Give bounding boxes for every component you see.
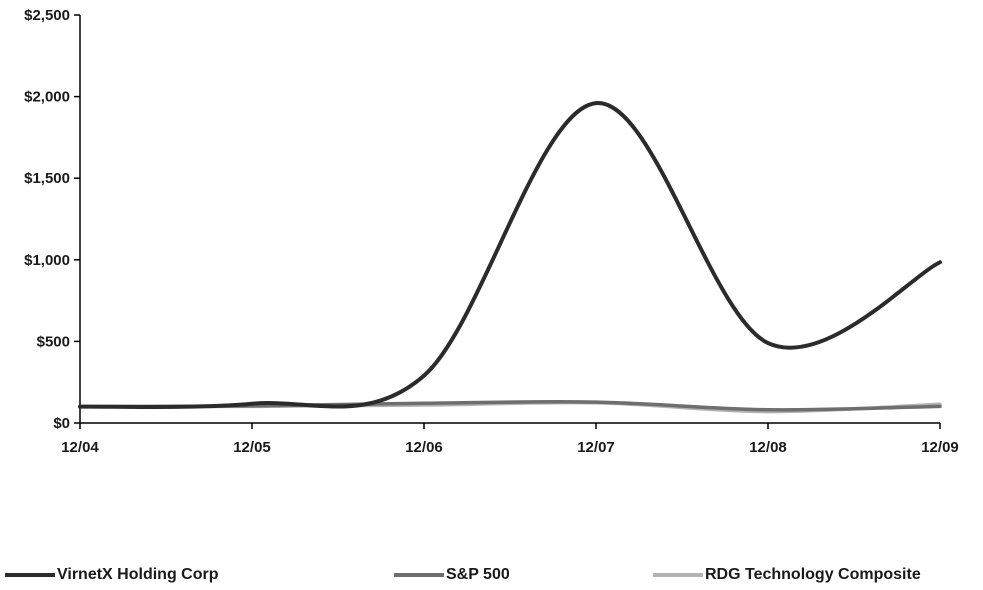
- y-tick-label: $500: [37, 333, 70, 350]
- x-tick-label: 12/08: [749, 439, 787, 456]
- y-tick-label: $2,500: [24, 7, 70, 24]
- legend-item-virnetx: VirnetX Holding Corp: [5, 564, 218, 586]
- legend-item-rdg: RDG Technology Composite: [653, 564, 921, 586]
- legend-item-sp500: S&P 500: [394, 564, 510, 586]
- x-tick-label: 12/06: [405, 439, 443, 456]
- legend: VirnetX Holding Corp S&P 500 RDG Technol…: [0, 564, 983, 586]
- legend-label-rdg: RDG Technology Composite: [705, 566, 921, 584]
- series-line-0: [80, 103, 940, 407]
- legend-swatch-rdg: [653, 573, 703, 577]
- y-tick-label: $1,000: [24, 252, 70, 269]
- y-tick-label: $0: [53, 415, 70, 432]
- legend-label-sp500: S&P 500: [446, 566, 510, 584]
- y-axis: $0 $500 $1,000 $1,500 $2,000 $2,500: [24, 7, 80, 432]
- x-tick-label: 12/04: [61, 439, 99, 456]
- x-tick-label: 12/05: [233, 439, 271, 456]
- y-tick-label: $2,000: [24, 89, 70, 106]
- y-tick-label: $1,500: [24, 170, 70, 187]
- x-tick-label: 12/09: [921, 439, 959, 456]
- legend-label-virnetx: VirnetX Holding Corp: [57, 566, 218, 584]
- legend-swatch-sp500: [394, 573, 444, 577]
- legend-swatch-virnetx: [5, 573, 55, 577]
- series-layer: [80, 103, 940, 412]
- x-tick-label: 12/07: [577, 439, 615, 456]
- x-axis: 12/04 12/05 12/06 12/07 12/08 12/09: [61, 423, 959, 456]
